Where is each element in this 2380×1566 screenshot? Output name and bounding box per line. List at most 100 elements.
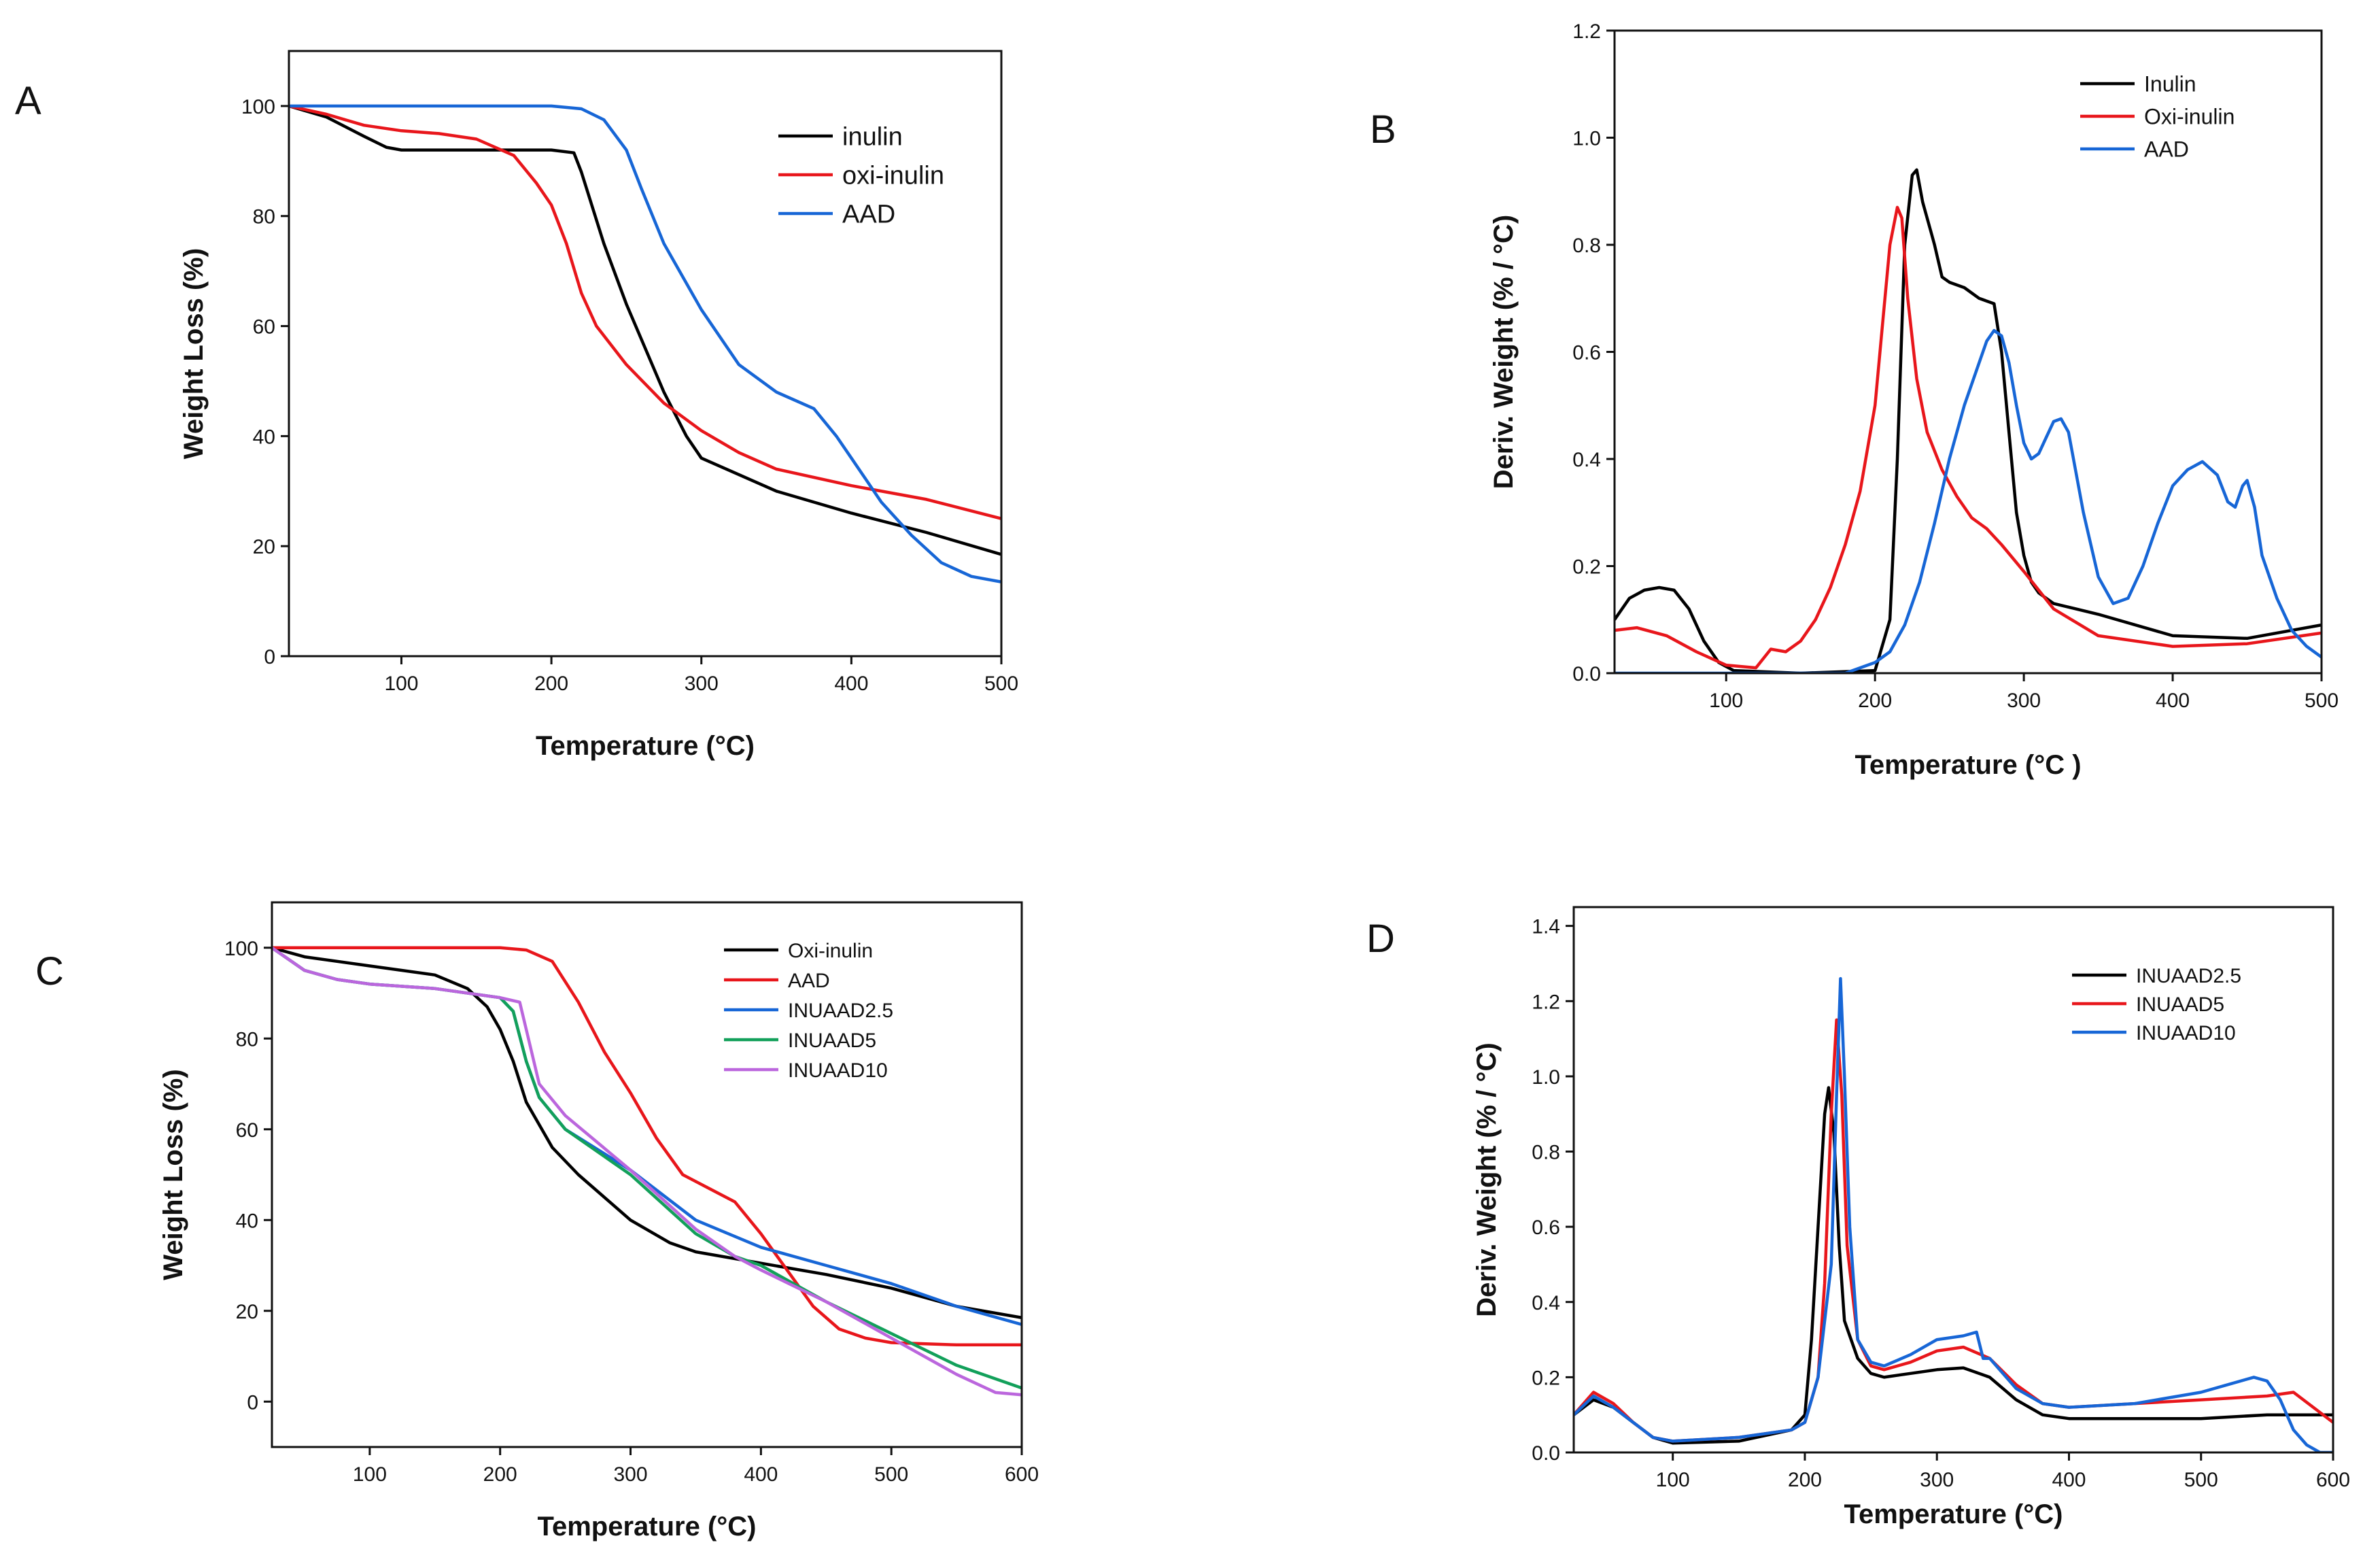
x-tick-label: 200: [1858, 690, 1892, 712]
x-tick-label: 300: [685, 673, 719, 695]
x-tick-label: 600: [2316, 1469, 2350, 1491]
y-tick-label: 1.0: [1572, 128, 1601, 150]
y-tick-label: 80: [253, 206, 275, 228]
y-tick-label: 0.6: [1572, 342, 1601, 364]
series-line-oxi-inulin: [289, 104, 1001, 520]
y-tick-label: 0.8: [1572, 235, 1601, 257]
x-axis-title: Temperature (°C): [538, 1512, 757, 1542]
legend-label: INUAAD2.5: [2136, 965, 2241, 987]
series-line-inuaad5: [1574, 1018, 2333, 1443]
series-line-inuaad2-5: [272, 946, 1022, 1326]
y-axis-title: Deriv. Weight (% / °C): [1489, 215, 1519, 489]
y-tick-label: 0.8: [1532, 1142, 1560, 1164]
y-tick-label: 1.0: [1532, 1066, 1560, 1089]
y-axis-title: Weight Loss (%): [158, 1069, 188, 1280]
y-tick-label: 60: [236, 1119, 258, 1142]
x-tick-label: 400: [744, 1463, 778, 1486]
x-tick-label: 100: [353, 1463, 387, 1486]
series-line-inuaad2-5: [1574, 1086, 2333, 1445]
series-line-inulin: [1615, 168, 2322, 673]
y-tick-label: 0.6: [1532, 1216, 1560, 1239]
x-tick-label: 300: [1920, 1469, 1954, 1491]
legend: Oxi-inulin AAD INUAAD2.5 INUAAD5 INUAAD10: [724, 940, 893, 1082]
chart-panel-c: C 100 200 300 400 500 600 0 20 40 60 80 100 Temperatu…: [35, 901, 1039, 1542]
series-line-inuaad10: [1574, 976, 2333, 1452]
panel-letter: C: [35, 949, 64, 993]
panel-letter: A: [15, 79, 41, 123]
series-line-inuaad5: [272, 946, 1022, 1390]
series-line-inuaad10: [272, 946, 1022, 1397]
plot-frame: [288, 50, 1003, 658]
plot-frame: [1572, 906, 2334, 1454]
panel-letter: B: [1370, 107, 1396, 152]
legend-label: INUAAD10: [788, 1059, 888, 1082]
panel-letter: D: [1366, 917, 1395, 961]
x-tick-label: 100: [1709, 690, 1743, 712]
y-tick-label: 1.2: [1572, 20, 1601, 43]
legend-label: INUAAD10: [2136, 1022, 2236, 1044]
series-line-oxi-inulin: [1615, 205, 2322, 670]
y-tick-label: 80: [236, 1028, 258, 1051]
plot-frame: [271, 901, 1023, 1448]
legend: inulin oxi-inulin AAD: [778, 123, 944, 229]
legend-label: inulin: [842, 123, 903, 152]
x-tick-label: 400: [2156, 690, 2190, 712]
legend: INUAAD2.5 INUAAD5 INUAAD10: [2072, 965, 2241, 1044]
x-tick-label: 500: [984, 673, 1018, 695]
x-axis-title: Temperature (°C ): [1855, 750, 2081, 780]
y-tick-label: 0.4: [1572, 449, 1601, 471]
y-tick-label: 100: [241, 96, 275, 118]
series-line-inulin: [289, 104, 1001, 556]
y-tick-label: 40: [236, 1210, 258, 1232]
y-tick-label: 100: [224, 938, 258, 960]
y-tick-label: 40: [253, 426, 275, 448]
y-tick-label: 0.0: [1572, 663, 1601, 685]
series-line-aad: [289, 104, 1001, 584]
legend-label: AAD: [842, 201, 895, 229]
x-tick-label: 300: [2007, 690, 2041, 712]
y-axis-title: Weight Loss (%): [179, 248, 209, 459]
y-tick-label: 20: [253, 536, 275, 558]
x-axis-title: Temperature (°C): [536, 731, 755, 761]
chart-panel-b: B 100 200 300 400 500 0.0 0.2 0.4 0.6 0.8 1.0 1.2 Tem…: [1370, 20, 2339, 780]
x-tick-label: 600: [1005, 1463, 1039, 1486]
x-tick-label: 500: [2184, 1469, 2218, 1491]
legend-label: INUAAD2.5: [788, 1000, 893, 1022]
legend-label: Oxi-inulin: [2144, 105, 2235, 129]
x-tick-label: 300: [613, 1463, 647, 1486]
chart-panel-a: A 100 200 300 400 500 0 20 40 60 80 100 Temperature …: [15, 50, 1018, 761]
legend: Inulin Oxi-inulin AAD: [2080, 72, 2235, 162]
x-tick-label: 200: [483, 1463, 517, 1486]
x-tick-label: 200: [534, 673, 568, 695]
legend-label: Oxi-inulin: [788, 940, 873, 962]
y-tick-label: 1.2: [1532, 991, 1560, 1013]
legend-label: AAD: [788, 970, 830, 992]
x-tick-label: 100: [1656, 1469, 1690, 1491]
chart-panel-d: D 100 200 300 400 500 600 0.0 0.2 0.4 0.6 0.8 1.0 1.2…: [1366, 906, 2350, 1529]
legend-label: AAD: [2144, 137, 2189, 162]
x-tick-label: 100: [384, 673, 418, 695]
x-axis-title: Temperature (°C): [1844, 1499, 2063, 1529]
y-tick-label: 0.0: [1532, 1442, 1560, 1465]
y-tick-label: 1.4: [1532, 916, 1560, 938]
series-line-aad: [1615, 328, 2322, 673]
legend-label: INUAAD5: [788, 1029, 876, 1052]
y-tick-label: 0: [264, 646, 275, 668]
series-line-aad: [272, 946, 1022, 1347]
legend-label: Inulin: [2144, 72, 2196, 97]
y-tick-label: 0.2: [1532, 1367, 1560, 1389]
y-tick-label: 0.4: [1532, 1292, 1560, 1314]
y-axis-title: Deriv. Weight (% / °C): [1472, 1042, 1502, 1316]
legend-label: INUAAD5: [2136, 993, 2224, 1016]
y-tick-label: 0.2: [1572, 556, 1601, 579]
y-tick-label: 0: [247, 1391, 258, 1414]
y-tick-label: 60: [253, 316, 275, 339]
x-tick-label: 200: [1788, 1469, 1822, 1491]
x-tick-label: 500: [2305, 690, 2339, 712]
x-tick-label: 400: [2052, 1469, 2086, 1491]
series-line-oxi-inulin: [272, 946, 1022, 1320]
x-tick-label: 400: [834, 673, 868, 695]
y-tick-label: 20: [236, 1301, 258, 1323]
legend-label: oxi-inulin: [842, 162, 944, 190]
